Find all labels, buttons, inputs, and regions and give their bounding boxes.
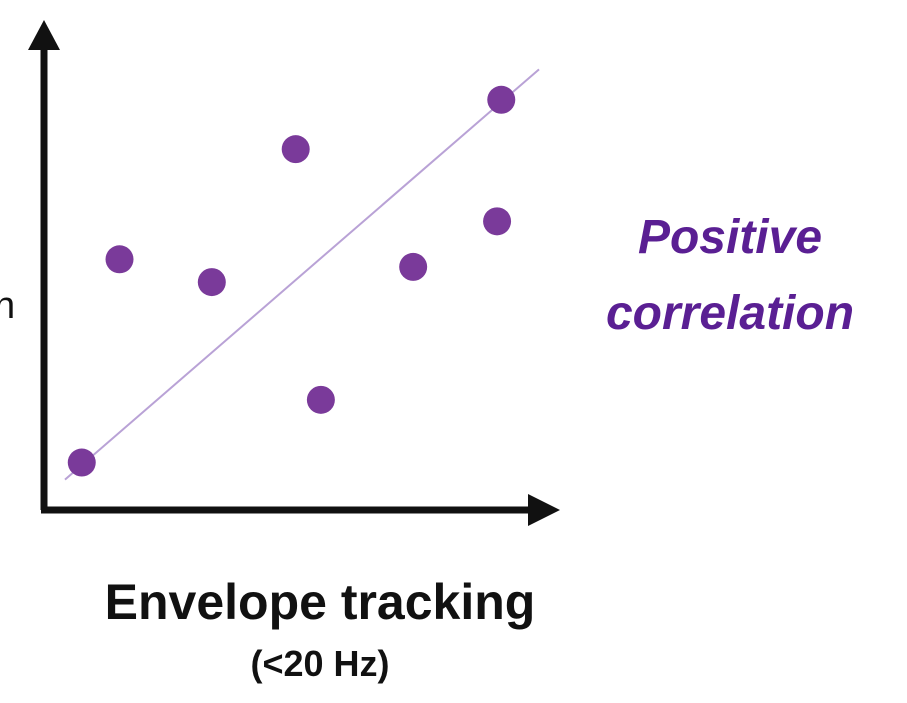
- data-point-5: [306, 385, 335, 414]
- data-point-8: [487, 85, 516, 114]
- data-point-1: [67, 448, 96, 477]
- x-axis-subtitle: (<20 Hz): [250, 643, 390, 684]
- data-point-2: [105, 245, 134, 274]
- x-axis-title: Envelope tracking: [104, 574, 536, 630]
- data-point-7: [483, 207, 512, 236]
- data-point-6: [399, 252, 428, 281]
- trend-line: [64, 68, 540, 481]
- y-axis-arrow: [28, 20, 60, 50]
- x-axis-arrow: [528, 494, 560, 526]
- data-point-4: [281, 135, 310, 164]
- annotation-line-correlation: correlation: [605, 287, 855, 340]
- data-points: [67, 85, 516, 477]
- correlation-annotation: Positive correlation: [560, 200, 900, 352]
- data-point-3: [197, 268, 226, 297]
- annotation-line-positive: Positive: [637, 211, 823, 264]
- y-axis-label-fragment: n: [0, 285, 16, 327]
